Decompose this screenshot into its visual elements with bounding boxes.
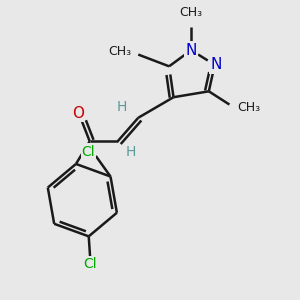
- Text: CH₃: CH₃: [180, 6, 203, 19]
- Text: N: N: [211, 57, 222, 72]
- Text: N: N: [185, 43, 197, 58]
- Text: O: O: [72, 106, 84, 121]
- Text: Cl: Cl: [82, 145, 95, 158]
- Text: CH₃: CH₃: [237, 101, 260, 114]
- Text: H: H: [117, 100, 127, 115]
- Text: CH₃: CH₃: [108, 45, 131, 58]
- Text: H: H: [126, 145, 136, 159]
- Text: Cl: Cl: [83, 257, 97, 271]
